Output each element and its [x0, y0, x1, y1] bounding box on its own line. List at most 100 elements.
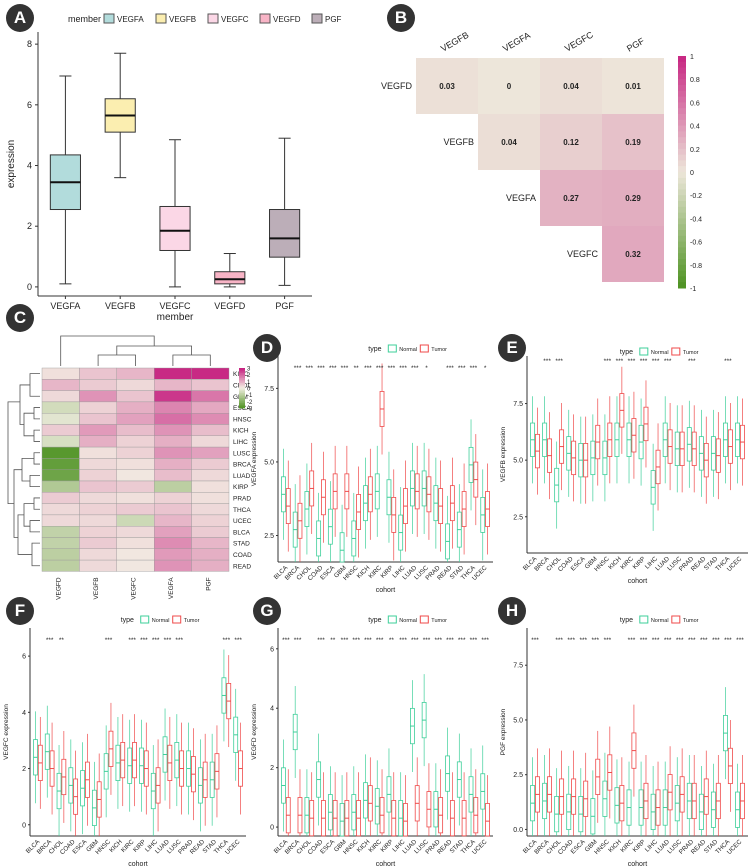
panel-h-y-tick-label: 2.5 — [513, 772, 523, 779]
panel-a-x-tick-label: VEGFC — [159, 301, 191, 311]
panel-b-colorbar-segment — [678, 235, 686, 243]
panel-b-cell-value: 0.04 — [501, 138, 517, 147]
panel-g-significance: *** — [294, 637, 302, 644]
panel-d-significance: *** — [364, 365, 372, 372]
panel-f-significance: *** — [223, 637, 231, 644]
panel-c-row-dendrogram — [29, 474, 40, 488]
panel-b-colorbar-segment — [678, 172, 686, 179]
panel-c-row-dendrogram — [17, 514, 32, 555]
panel-g-significance: *** — [341, 637, 349, 644]
panel-c-cell — [41, 514, 80, 527]
panel-c-col-dendrogram — [60, 335, 155, 366]
panel-a-legend-swatch — [103, 13, 115, 24]
panel-f-legend-swatch-tumor — [172, 615, 182, 624]
panel-g-y-tick-label: 2 — [270, 765, 274, 772]
panel-b-colorbar-tick: 0.8 — [690, 77, 700, 84]
panel-f-y-tick-label: 0 — [22, 822, 26, 829]
panel-c-cell — [79, 514, 118, 527]
panel-f-y-tick-label: 6 — [22, 654, 26, 661]
panel-c-cell — [116, 492, 155, 504]
panel-c-row-dendrogram — [29, 520, 40, 533]
panel-c-cell — [153, 424, 192, 437]
panel-b-colorbar-segment — [678, 247, 686, 254]
panel-c-cell — [79, 379, 118, 391]
panel-c-cell — [116, 480, 155, 493]
panel-b-colorbar-segment — [678, 90, 686, 98]
panel-a-y-tick-label: 4 — [27, 161, 32, 171]
panel-h-significance: *** — [652, 637, 660, 644]
panel-b-colorbar-tick: 1 — [690, 54, 694, 61]
panel-b-row-label: VEGFB — [443, 137, 474, 147]
panel-c-cell — [41, 480, 80, 493]
panel-c-colorbar-segment — [239, 373, 245, 376]
panel-h-significance: *** — [688, 637, 696, 644]
panel-c-cell — [79, 537, 118, 550]
panel-g-y-label: VEGFD expression — [251, 704, 258, 760]
panel-c-cell — [116, 514, 155, 527]
panel-c-cell — [41, 469, 80, 482]
panel-b-colorbar-tick: -0.8 — [690, 263, 702, 270]
panel-g-legend-title: type — [368, 617, 381, 624]
panel-c-row-dendrogram — [33, 429, 40, 442]
panel-e-significance: *** — [652, 358, 660, 365]
panel-b-cell — [602, 170, 664, 226]
panel-f-label: F — [6, 597, 34, 625]
panel-c-col-label: VEGFB — [93, 577, 100, 599]
panel-h-legend-swatch-tumor — [671, 615, 681, 624]
panel-b-col-label: PGF — [625, 36, 646, 54]
panel-c-cell — [153, 379, 192, 391]
panel-c-cell — [41, 413, 80, 425]
panel-c-colorbar-segment — [239, 406, 245, 409]
panel-c-cell — [191, 413, 230, 425]
panel-b-colorbar-segment — [678, 212, 686, 219]
panel-b-colorbar-segment — [678, 56, 686, 63]
panel-c-colorbar-segment — [239, 378, 245, 381]
panel-h-legend-tumor: Tumor — [683, 618, 699, 624]
panel-c-cell — [153, 413, 192, 425]
panel-b-colorbar-segment — [678, 154, 686, 161]
panel-f-significance: *** — [46, 637, 54, 644]
panel-b-colorbar-segment — [678, 166, 686, 173]
panel-g-box-tumor — [485, 803, 490, 837]
panel-c-col-label: VEGFD — [56, 577, 63, 600]
panel-c-col-dendrogram — [116, 345, 192, 355]
panel-b-colorbar-segment — [678, 201, 686, 208]
panel-g-x-tick-label: KIRP — [379, 838, 394, 853]
panel-c-cell — [116, 367, 155, 380]
panel-c-colorbar-segment — [239, 383, 245, 386]
panel-a-legend-swatch — [311, 13, 323, 24]
panel-d-significance: *** — [317, 365, 325, 372]
panel-c-colorbar-tick: 1 — [247, 380, 251, 386]
panel-g-significance: *** — [352, 637, 360, 644]
panel-c-cell — [191, 514, 230, 527]
panel-c-cell — [153, 559, 192, 572]
panel-c-cell — [41, 559, 80, 572]
panel-c-col-label: VEGFA — [168, 577, 175, 599]
panel-e-significance: *** — [616, 358, 624, 365]
panel-g-label: G — [253, 597, 281, 625]
panel-c-cell — [79, 526, 118, 538]
panel-c-cell — [41, 458, 80, 470]
panel-c-label: C — [6, 304, 34, 332]
panel-c-cell — [191, 367, 230, 380]
panel-c-row-dendrogram — [19, 384, 30, 425]
panel-c-cell — [153, 514, 192, 527]
panel-b-colorbar-tick: -1 — [690, 286, 696, 293]
panel-f-x-label: cohort — [128, 861, 148, 866]
panel-c-cell — [116, 401, 155, 414]
panel-c-cell — [153, 503, 192, 516]
panel-e-x-tick-label: KIRC — [619, 555, 635, 571]
panel-c-row-dendrogram — [29, 373, 40, 397]
panel-c-cell — [79, 367, 118, 380]
panel-c-cell — [191, 379, 230, 391]
panel-d-significance: *** — [470, 365, 478, 372]
panel-e-y-tick-label: 5.0 — [513, 458, 523, 465]
panel-c-colorbar-segment — [239, 386, 245, 389]
panel-e-y-tick-label: 7.5 — [513, 401, 523, 408]
panel-c-cell — [79, 446, 118, 459]
panel-h-legend-swatch-normal — [639, 615, 649, 624]
panel-b-cell — [602, 114, 664, 170]
panel-e-significance: *** — [555, 358, 563, 365]
panel-g-box-tumor — [403, 803, 408, 837]
panel-b-colorbar-segment — [678, 67, 686, 74]
